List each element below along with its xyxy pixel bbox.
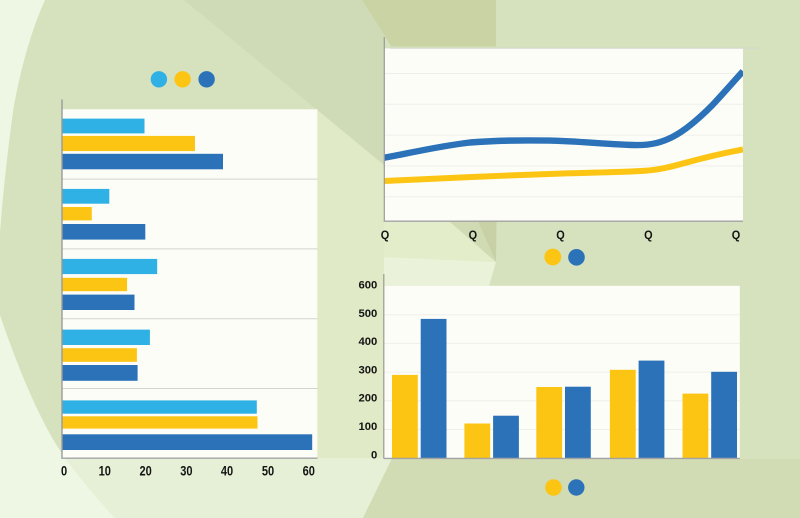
svg-text:60: 60: [303, 463, 315, 479]
svg-text:0: 0: [371, 449, 377, 461]
svg-text:Q: Q: [469, 228, 477, 242]
svg-text:300: 300: [358, 364, 377, 376]
svg-text:Q: Q: [381, 228, 389, 242]
svg-text:0: 0: [61, 463, 67, 479]
svg-text:50: 50: [262, 463, 274, 479]
svg-text:200: 200: [358, 393, 377, 405]
svg-text:100: 100: [358, 421, 377, 433]
svg-text:Q: Q: [644, 228, 652, 242]
svg-text:400: 400: [358, 336, 377, 348]
svg-text:500: 500: [358, 308, 377, 320]
svg-text:40: 40: [221, 463, 233, 479]
svg-text:10: 10: [99, 463, 111, 479]
svg-text:Q: Q: [556, 228, 564, 242]
svg-text:600: 600: [358, 279, 377, 291]
svg-text:Q: Q: [732, 228, 740, 242]
svg-text:20: 20: [139, 463, 151, 479]
svg-text:30: 30: [180, 463, 192, 479]
